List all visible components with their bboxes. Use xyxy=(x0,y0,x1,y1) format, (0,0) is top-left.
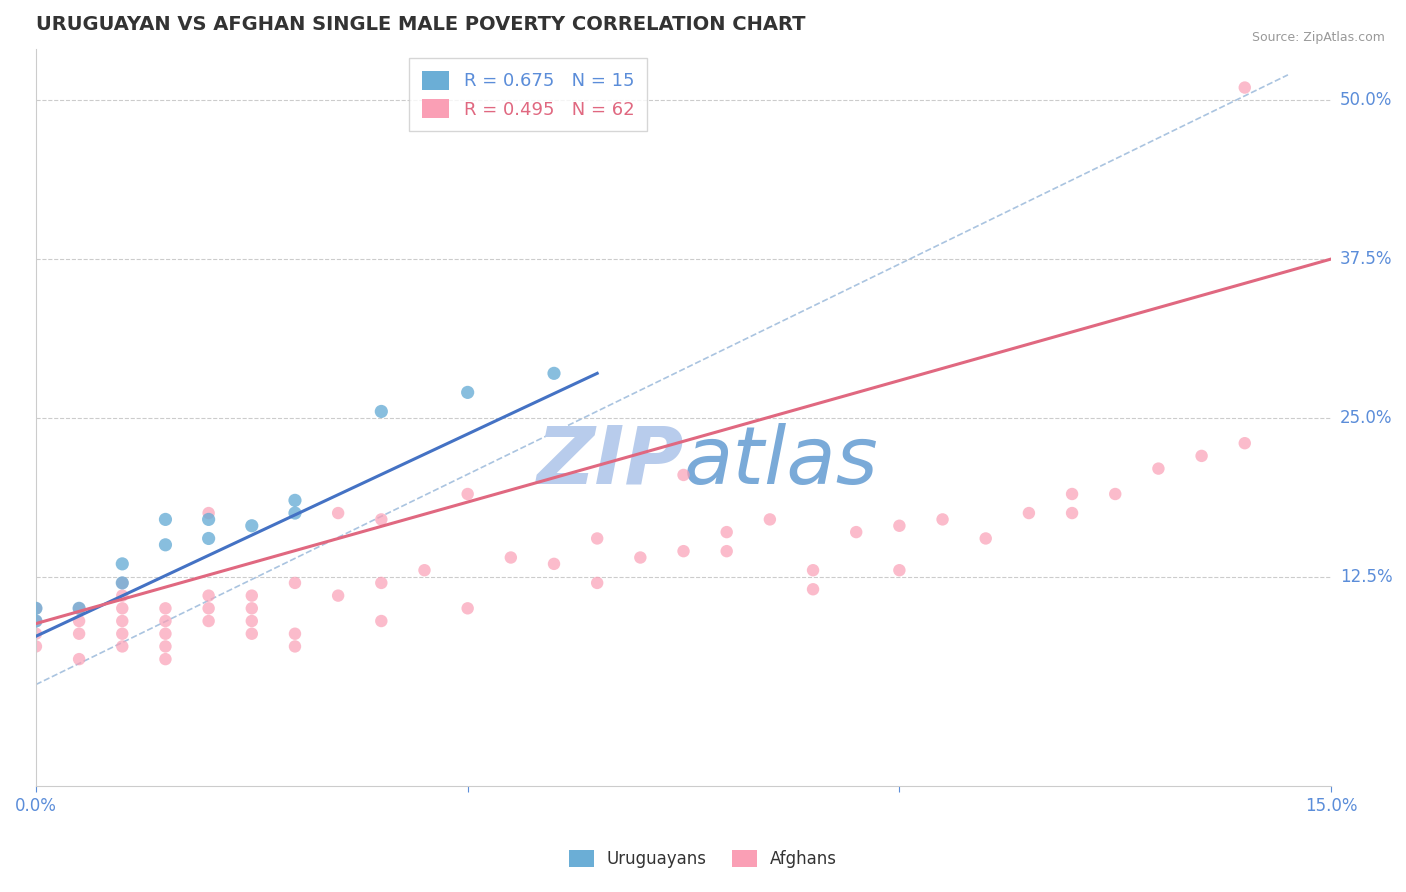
Point xyxy=(284,493,307,508)
Point xyxy=(25,601,48,615)
Point xyxy=(155,601,177,615)
Text: atlas: atlas xyxy=(683,423,879,501)
Point xyxy=(111,589,134,603)
Point xyxy=(543,557,565,571)
Text: 12.5%: 12.5% xyxy=(1340,567,1392,585)
Point xyxy=(759,512,782,526)
Point xyxy=(716,525,738,540)
Point xyxy=(801,582,824,597)
Point xyxy=(543,367,565,381)
Point xyxy=(586,575,609,590)
Point xyxy=(155,652,177,666)
Text: 50.0%: 50.0% xyxy=(1340,91,1392,109)
Point xyxy=(111,557,134,571)
Point xyxy=(111,575,134,590)
Point xyxy=(197,601,219,615)
Text: Source: ZipAtlas.com: Source: ZipAtlas.com xyxy=(1251,31,1385,45)
Point xyxy=(370,512,392,526)
Point xyxy=(284,575,307,590)
Point xyxy=(328,506,350,520)
Point xyxy=(457,601,479,615)
Point xyxy=(25,640,48,654)
Point xyxy=(1062,487,1084,501)
Point xyxy=(716,544,738,558)
Point xyxy=(370,404,392,418)
Point xyxy=(111,575,134,590)
Point xyxy=(1018,506,1040,520)
Point xyxy=(672,467,695,482)
Point xyxy=(240,589,263,603)
Legend: Uruguayans, Afghans: Uruguayans, Afghans xyxy=(562,843,844,875)
Point xyxy=(413,563,436,577)
Point xyxy=(672,544,695,558)
Point xyxy=(457,487,479,501)
Point xyxy=(197,589,219,603)
Text: 25.0%: 25.0% xyxy=(1340,409,1392,426)
Point xyxy=(155,538,177,552)
Point xyxy=(1062,506,1084,520)
Point xyxy=(25,614,48,628)
Point xyxy=(111,601,134,615)
Point xyxy=(931,512,953,526)
Point xyxy=(1191,449,1213,463)
Point xyxy=(67,601,90,615)
Point xyxy=(499,550,522,565)
Point xyxy=(25,614,48,628)
Point xyxy=(284,626,307,640)
Point xyxy=(197,512,219,526)
Point xyxy=(328,589,350,603)
Point xyxy=(197,506,219,520)
Point xyxy=(197,532,219,546)
Point xyxy=(155,640,177,654)
Legend: R = 0.675   N = 15, R = 0.495   N = 62: R = 0.675 N = 15, R = 0.495 N = 62 xyxy=(409,59,647,131)
Point xyxy=(1104,487,1126,501)
Point xyxy=(889,563,911,577)
Point xyxy=(67,652,90,666)
Point xyxy=(25,626,48,640)
Point xyxy=(111,626,134,640)
Point xyxy=(284,640,307,654)
Point xyxy=(67,626,90,640)
Text: URUGUAYAN VS AFGHAN SINGLE MALE POVERTY CORRELATION CHART: URUGUAYAN VS AFGHAN SINGLE MALE POVERTY … xyxy=(37,15,806,34)
Point xyxy=(25,601,48,615)
Point xyxy=(111,640,134,654)
Point xyxy=(240,601,263,615)
Point xyxy=(628,550,651,565)
Point xyxy=(845,525,868,540)
Point xyxy=(67,614,90,628)
Point xyxy=(240,614,263,628)
Point xyxy=(370,575,392,590)
Point xyxy=(155,626,177,640)
Point xyxy=(1147,461,1170,475)
Point xyxy=(284,506,307,520)
Point xyxy=(457,385,479,400)
Point xyxy=(1233,436,1256,450)
Point xyxy=(67,601,90,615)
Point xyxy=(370,614,392,628)
Point xyxy=(240,626,263,640)
Point xyxy=(889,518,911,533)
Text: ZIP: ZIP xyxy=(536,423,683,501)
Point xyxy=(155,614,177,628)
Point xyxy=(974,532,997,546)
Point xyxy=(197,614,219,628)
Point xyxy=(1233,80,1256,95)
Point xyxy=(586,532,609,546)
Point xyxy=(240,518,263,533)
Point xyxy=(111,614,134,628)
Text: 37.5%: 37.5% xyxy=(1340,250,1392,268)
Point xyxy=(155,512,177,526)
Point xyxy=(801,563,824,577)
